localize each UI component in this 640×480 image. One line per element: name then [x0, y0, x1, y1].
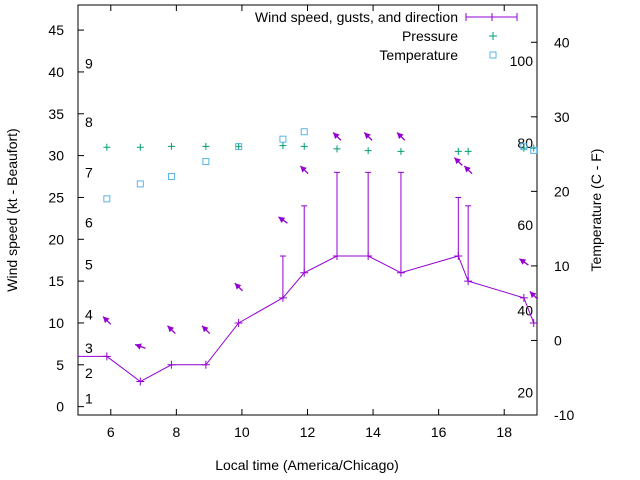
- wind-arrow-head: [529, 291, 537, 298]
- x-tick-label: 6: [107, 424, 115, 440]
- temperature-point: [136, 180, 144, 188]
- legend-label-temperature: Temperature: [379, 47, 458, 63]
- temperature-point: [202, 158, 210, 166]
- temperature-point: [300, 128, 308, 136]
- axis-ticks: 6 8 10 12 14 16 18051015202530354045-100102030…: [48, 5, 574, 440]
- wind-arrow-head: [300, 165, 307, 173]
- y-right-tick-label: 30: [554, 109, 570, 125]
- x-tick-label: 16: [431, 424, 447, 440]
- temperature-point: [279, 135, 287, 143]
- wind-direction-arrows: [102, 132, 539, 350]
- y-left-tick-label: 5: [56, 357, 64, 373]
- legend: Wind speed, gusts, and direction Pressur…: [255, 9, 518, 63]
- wind-arrow-head: [333, 132, 340, 139]
- fahrenheit-label: 100: [510, 53, 534, 69]
- beaufort-label: 1: [85, 390, 93, 406]
- wind-speed-point: [102, 352, 111, 361]
- y-right-tick-label: -10: [554, 407, 574, 423]
- y-right-tick-label: 20: [554, 183, 570, 199]
- wind-speed-point: [201, 360, 210, 369]
- temperature-point: [530, 146, 538, 154]
- y-left-tick-label: 35: [48, 106, 64, 122]
- y-left-tick-label: 20: [48, 231, 64, 247]
- beaufort-label: 5: [85, 256, 93, 272]
- pressure-point: [454, 147, 462, 155]
- wind-arrow-head: [397, 132, 404, 139]
- pressure-point: [103, 143, 111, 151]
- beaufort-label: 7: [85, 164, 93, 180]
- pressure-point: [167, 142, 175, 150]
- temperature-point: [520, 143, 528, 151]
- fahrenheit-label: 40: [517, 303, 533, 319]
- beaufort-label: 3: [85, 340, 93, 356]
- wind-arrow-head: [167, 325, 175, 333]
- y-right-tick-label: 40: [554, 34, 570, 50]
- wind-speed-point: [167, 360, 176, 369]
- legend-swatch-pressure: [489, 32, 497, 40]
- y-left-tick-label: 0: [56, 399, 64, 415]
- legend-label-pressure: Pressure: [402, 28, 458, 44]
- y-right-tick-label: 10: [554, 258, 570, 274]
- pressure-point: [364, 147, 372, 155]
- fahrenheit-label: 20: [517, 385, 533, 401]
- y-axis-label-right: Temperature (C - F): [588, 149, 604, 272]
- pressure-point: [530, 144, 538, 152]
- x-tick-label: 14: [365, 424, 381, 440]
- wind-speed-line: [78, 255, 537, 383]
- y-left-tick-label: 45: [48, 22, 64, 38]
- pressure-point: [397, 147, 405, 155]
- beaufort-label: 8: [85, 114, 93, 130]
- pressure-point: [520, 144, 528, 152]
- legend-label-wind: Wind speed, gusts, and direction: [255, 9, 458, 25]
- wind-arrow-head: [234, 283, 242, 290]
- x-axis-label: Local time (America/Chicago): [215, 457, 399, 473]
- y-axis-label-left: Wind speed (kt - Beaufort): [4, 128, 20, 291]
- x-tick-label: 12: [300, 424, 316, 440]
- pressure-point: [300, 142, 308, 150]
- wind-speed-point: [519, 293, 528, 302]
- wind-arrow-head: [201, 325, 209, 333]
- pressure-point: [464, 147, 472, 155]
- beaufort-label: 9: [85, 56, 93, 72]
- wind-arrow-head: [454, 157, 461, 165]
- temperature-point: [103, 195, 111, 203]
- beaufort-label: 6: [85, 215, 93, 231]
- y-left-tick-label: 15: [48, 273, 64, 289]
- wind-arrow-head: [102, 316, 110, 324]
- y-left-tick-label: 25: [48, 189, 64, 205]
- legend-swatch-temperature: [489, 51, 497, 59]
- wind-arrow-head: [519, 258, 527, 265]
- wind-speed-point: [529, 318, 538, 327]
- beaufort-labels: 1 2 3 4 5 6 7 8 9: [85, 56, 93, 407]
- x-tick-label: 18: [496, 424, 512, 440]
- wind-speed-point: [136, 377, 145, 386]
- wind-arrow-head: [135, 343, 142, 350]
- x-tick-label: 8: [172, 424, 180, 440]
- temperature-point: [167, 172, 175, 180]
- wind-arrow-head: [364, 132, 371, 139]
- series-layer: [78, 128, 538, 386]
- wind-arrow-head: [278, 216, 286, 223]
- pressure-point: [279, 142, 287, 150]
- x-tick-label: 10: [234, 424, 250, 440]
- wind-arrow-head: [464, 165, 471, 173]
- y-left-tick-label: 30: [48, 148, 64, 164]
- wind-speed-point: [234, 318, 243, 327]
- pressure-point: [333, 145, 341, 153]
- beaufort-label: 4: [85, 307, 93, 323]
- pressure-point: [202, 142, 210, 150]
- y-left-tick-label: 10: [48, 315, 64, 331]
- y-right-tick-label: 0: [554, 332, 562, 348]
- fahrenheit-label: 60: [517, 217, 533, 233]
- beaufort-label: 2: [85, 365, 93, 381]
- pressure-point: [136, 143, 144, 151]
- temperature-point: [235, 143, 243, 151]
- y-left-tick-label: 40: [48, 64, 64, 80]
